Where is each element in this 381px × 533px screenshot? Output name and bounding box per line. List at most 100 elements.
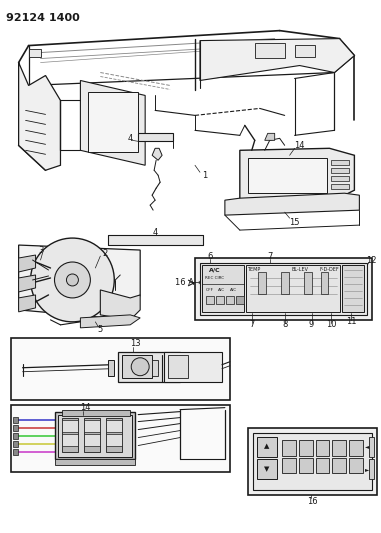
- Text: 4: 4: [152, 228, 158, 237]
- Text: 2: 2: [103, 248, 108, 257]
- Bar: [11, 338, 230, 400]
- Polygon shape: [80, 80, 145, 165]
- Polygon shape: [19, 255, 35, 272]
- Polygon shape: [152, 148, 162, 160]
- Bar: [56, 459, 135, 465]
- Circle shape: [30, 238, 114, 322]
- Bar: [255, 43, 285, 58]
- Text: ►: ►: [365, 467, 370, 472]
- Bar: [248, 427, 377, 495]
- Bar: [331, 168, 349, 173]
- Bar: [164, 352, 222, 382]
- Polygon shape: [240, 148, 354, 200]
- Polygon shape: [265, 133, 275, 140]
- Text: 10: 10: [326, 320, 337, 329]
- Bar: [84, 419, 100, 432]
- Text: 8: 8: [282, 320, 287, 329]
- Bar: [216, 296, 224, 304]
- Bar: [333, 457, 346, 473]
- Bar: [88, 92, 138, 152]
- Bar: [118, 352, 180, 382]
- Bar: [200, 263, 367, 315]
- Text: 16: 16: [307, 497, 318, 506]
- Bar: [282, 457, 296, 473]
- Bar: [369, 437, 374, 456]
- Bar: [13, 441, 18, 447]
- Text: 11: 11: [346, 317, 357, 326]
- Polygon shape: [225, 193, 359, 215]
- Bar: [56, 411, 135, 459]
- Bar: [343, 265, 364, 312]
- Text: 13: 13: [130, 340, 141, 348]
- Bar: [106, 419, 122, 432]
- Bar: [108, 360, 114, 376]
- Text: OFF: OFF: [206, 288, 214, 292]
- Bar: [11, 405, 230, 472]
- Bar: [320, 272, 328, 294]
- Text: 1: 1: [202, 171, 208, 180]
- Polygon shape: [19, 245, 140, 320]
- Bar: [62, 410, 130, 416]
- Bar: [84, 417, 100, 451]
- Bar: [122, 355, 152, 378]
- Text: TEMP: TEMP: [247, 268, 260, 272]
- Bar: [333, 440, 346, 456]
- Bar: [13, 449, 18, 455]
- Bar: [369, 459, 374, 480]
- Text: 9: 9: [309, 320, 314, 329]
- Text: 92124 1400: 92124 1400: [6, 13, 79, 23]
- Text: ▼: ▼: [264, 466, 269, 472]
- Text: ◄: ◄: [365, 444, 370, 449]
- Bar: [106, 417, 122, 451]
- Bar: [299, 457, 312, 473]
- Polygon shape: [200, 38, 354, 80]
- Bar: [138, 133, 173, 141]
- Bar: [58, 415, 132, 456]
- Bar: [168, 355, 188, 378]
- Bar: [84, 433, 100, 446]
- Bar: [108, 235, 203, 245]
- Bar: [106, 433, 122, 446]
- Text: 15: 15: [289, 217, 300, 227]
- Bar: [331, 160, 349, 165]
- Text: 12: 12: [366, 255, 376, 264]
- Bar: [315, 457, 330, 473]
- Text: A/C: A/C: [230, 288, 237, 292]
- Text: 7: 7: [249, 320, 255, 329]
- Bar: [62, 433, 78, 446]
- Text: 14: 14: [295, 141, 305, 150]
- Bar: [331, 184, 349, 189]
- Bar: [281, 272, 289, 294]
- Bar: [258, 272, 266, 294]
- Bar: [257, 459, 277, 480]
- Polygon shape: [19, 62, 61, 170]
- Text: 16 A→: 16 A→: [175, 278, 201, 287]
- Bar: [282, 440, 296, 456]
- Bar: [13, 417, 18, 423]
- Circle shape: [131, 358, 149, 376]
- Bar: [62, 419, 78, 432]
- Bar: [349, 457, 363, 473]
- Bar: [195, 258, 372, 320]
- Bar: [304, 272, 312, 294]
- Bar: [331, 176, 349, 181]
- Bar: [226, 296, 234, 304]
- Bar: [13, 425, 18, 431]
- Text: 3: 3: [38, 246, 43, 255]
- Text: 14: 14: [80, 403, 91, 412]
- Polygon shape: [19, 275, 35, 292]
- Text: 7: 7: [267, 252, 272, 261]
- Polygon shape: [80, 315, 140, 328]
- Text: 6: 6: [207, 252, 213, 261]
- Polygon shape: [19, 295, 35, 312]
- Bar: [202, 265, 244, 312]
- Bar: [62, 417, 78, 451]
- Bar: [248, 158, 328, 193]
- Text: A/C: A/C: [218, 288, 226, 292]
- Circle shape: [66, 274, 78, 286]
- Bar: [299, 440, 312, 456]
- Bar: [236, 296, 244, 304]
- Bar: [349, 440, 363, 456]
- Bar: [206, 296, 214, 304]
- Bar: [29, 49, 40, 56]
